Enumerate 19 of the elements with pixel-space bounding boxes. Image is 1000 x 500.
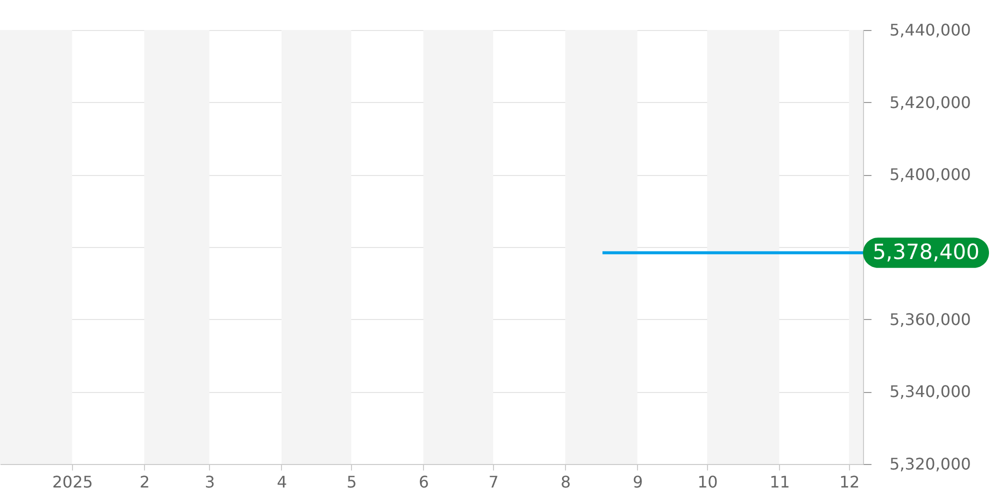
x-tick-label: 2 [140,472,150,492]
data-label: 5,378,400 [872,240,980,264]
x-tick-label: 2025 [52,472,93,492]
x-tick-label: 8 [560,472,571,492]
x-tick-label: 5 [346,472,357,492]
x-tick-label: 11 [770,472,790,492]
y-tick-label: 5,340,000 [890,382,971,402]
x-tick-label: 9 [632,472,643,492]
x-tick-label: 3 [204,472,215,492]
x-tick-label: 10 [697,472,718,492]
x-tick-label: 4 [276,472,288,492]
x-tick-label: 6 [418,472,429,492]
y-tick-label: 5,360,000 [890,310,971,329]
y-tick-label: 5,320,000 [890,454,971,474]
y-tick-label: 5,440,000 [890,20,971,40]
y-tick-label: 5,420,000 [890,92,971,112]
x-tick-label: 7 [488,472,499,492]
y-tick-label: 5,400,000 [890,165,971,184]
x-tick-label: 12 [839,472,860,492]
